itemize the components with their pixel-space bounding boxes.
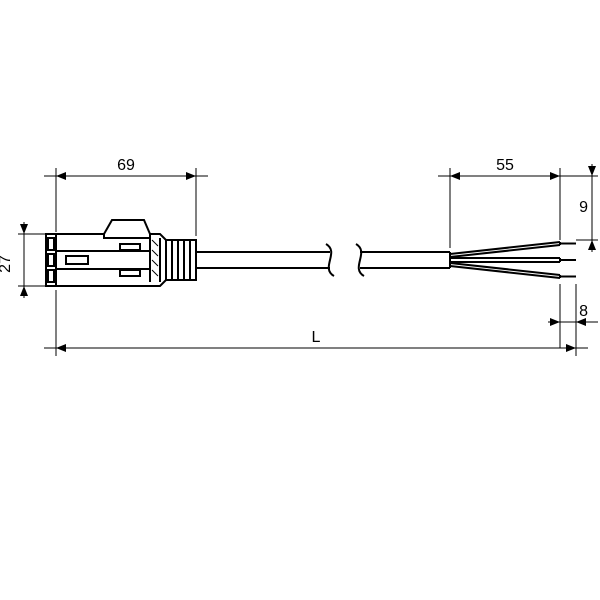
dim-overall-length: L [44,290,588,356]
dim-wire-strip-value: 8 [579,303,588,320]
dim-connector-height-value: 27 [0,255,14,273]
cable [196,244,450,276]
dim-stripped-length: 55 [438,157,572,248]
dim-connector-height: 27 [0,222,46,298]
dim-wire-offset-value: 9 [579,199,588,216]
cable-dimension-drawing: 27 69 55 9 8 [0,0,600,600]
dim-overall-length-value: L [312,329,321,346]
dim-connector-length: 69 [44,157,208,236]
dim-wire-offset: 9 [562,164,598,252]
dim-connector-length-value: 69 [117,157,135,174]
dim-wire-strip: 8 [548,284,598,348]
connector [46,220,196,286]
free-wire-ends [450,242,576,278]
dim-stripped-length-value: 55 [496,157,514,174]
